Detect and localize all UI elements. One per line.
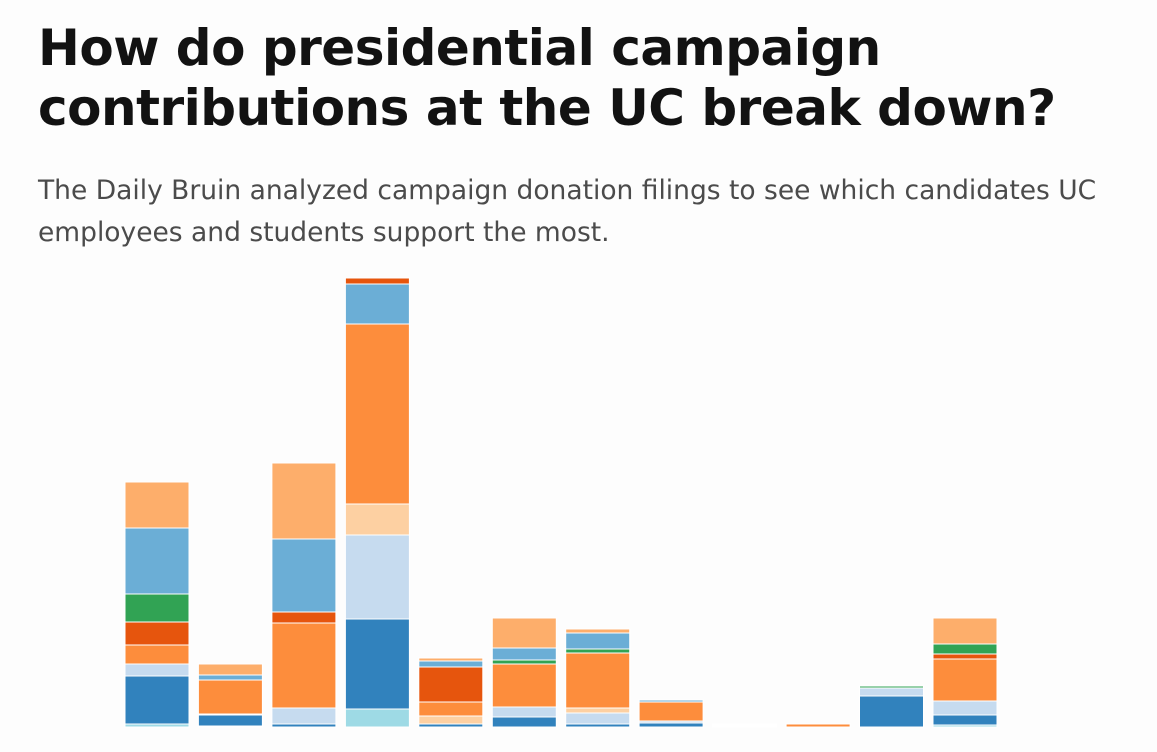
bar-segment-5-4 <box>418 715 484 725</box>
bar-segment-8-5 <box>638 701 704 722</box>
bar-segment-6-7 <box>491 659 557 665</box>
bar-segment-4-4 <box>344 503 410 536</box>
bar-segment-6-2 <box>491 716 557 728</box>
bar-segment-3-3 <box>271 707 337 725</box>
bar-segment-3-8 <box>271 538 337 613</box>
bar-segment-5-5 <box>418 701 484 717</box>
bar-segment-5-8 <box>418 660 484 668</box>
page-subtitle: The Daily Bruin analyzed campaign donati… <box>38 175 1097 248</box>
bar-segment-2-2 <box>197 714 263 727</box>
bar-segment-5-6 <box>418 666 484 703</box>
bar-segment-4-3 <box>344 534 410 620</box>
bar-segment-12-3 <box>932 700 998 716</box>
bar-segment-6-9 <box>491 617 557 649</box>
bar-segment-1-8 <box>124 527 190 595</box>
bar-segment-12-5 <box>932 658 998 702</box>
bar-segment-4-5 <box>344 323 410 505</box>
bar-segment-4-10 <box>344 277 410 285</box>
bar-segment-1-2 <box>124 675 190 725</box>
bar-segment-1-7 <box>124 593 190 623</box>
bar-segment-4-2 <box>344 618 410 710</box>
bar-segment-1-6 <box>124 621 190 646</box>
bar-segment-1-5 <box>124 644 190 665</box>
bar-segment-2-5 <box>197 679 263 715</box>
bar-segment-6-5 <box>491 663 557 708</box>
bar-segment-5-9 <box>418 657 484 662</box>
bar-segment-9-7 <box>712 723 778 726</box>
bar-segment-8-8 <box>638 699 704 703</box>
bar-segment-11-2 <box>859 695 924 728</box>
bar-segment-3-9 <box>271 462 337 540</box>
bar-segment-4-8 <box>344 283 410 325</box>
bar-segment-7-9 <box>565 628 631 634</box>
bar-segment-12-2 <box>932 714 998 726</box>
bar-segment-1-3 <box>124 663 190 677</box>
page-title: How do presidential campaign contributio… <box>38 19 1056 137</box>
bar-segment-12-6 <box>932 653 998 660</box>
bar-segment-12-7 <box>932 643 998 655</box>
bar-segment-1-9 <box>124 481 190 529</box>
bar-segment-6-8 <box>491 647 557 661</box>
bar-segment-7-8 <box>565 632 631 650</box>
bar-segment-7-5 <box>565 652 631 709</box>
bar-segment-11-7 <box>859 685 924 689</box>
bar-segment-6-3 <box>491 706 557 718</box>
bar-segment-7-3 <box>565 712 631 725</box>
bar-segment-7-7 <box>565 648 631 654</box>
bar-segment-2-8 <box>197 674 263 681</box>
bar-segment-7-4 <box>565 707 631 714</box>
bar-segment-8-2 <box>638 722 704 728</box>
bar-segment-2-9 <box>197 663 263 676</box>
bar-segment-3-5 <box>271 622 337 709</box>
bar-segment-3-6 <box>271 611 337 624</box>
bar-segment-12-9 <box>932 617 998 645</box>
bar-segment-4-1 <box>344 708 410 728</box>
bar-segment-10-5 <box>785 723 851 728</box>
bar-segment-11-3 <box>859 687 924 697</box>
